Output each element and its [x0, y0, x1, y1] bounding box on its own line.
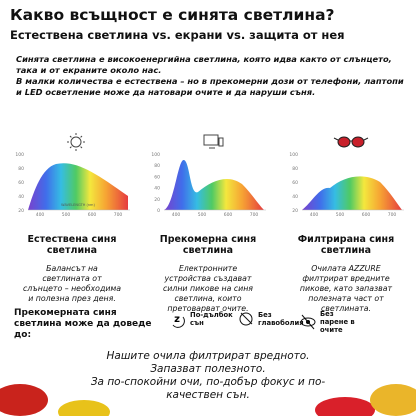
effect: Без главоболия: [238, 310, 318, 328]
y-tick-label: 40: [292, 194, 298, 200]
intro: Синята светлина е високоенергийна светли…: [16, 54, 408, 98]
effect-icon: [239, 312, 253, 326]
spectrum-chart: 100 80 60 40 20 400 500 600 700: [289, 136, 404, 216]
effect: z По-дълбок сън: [170, 310, 250, 328]
y-tick-label: 100: [151, 152, 160, 158]
icon: [203, 134, 219, 146]
subtitle: Естествена светлина vs. екрани vs. защит…: [10, 28, 345, 42]
x-axis-label: WAVELENGTH (nm): [61, 203, 95, 207]
panel: 100 80 60 40 20 400 500 600 700 Филтрирана синя с…: [280, 132, 412, 314]
spectrum-curve: [164, 159, 264, 210]
panel-text: Балансът на светлината от слънцето – нео…: [22, 264, 122, 303]
plot: 100 80 60 40 20 0 400 500 600 700: [151, 152, 266, 216]
effect: Без парене в очите: [300, 310, 380, 334]
x-tick-label: 700: [114, 212, 123, 216]
y-tick-label: 20: [18, 208, 24, 214]
panel-text: Електронните устройства създават силни п…: [163, 264, 253, 313]
y-tick-label: 20: [292, 208, 298, 214]
y-tick-label: 0: [157, 208, 160, 214]
svg-text:z: z: [174, 314, 180, 325]
panel-title: Филтрирана синя светлина: [297, 234, 395, 256]
plot: 100 80 60 40 20 400 500 600 700 WAVELENGTH (nm): [15, 152, 130, 216]
y-tick-label: 60: [18, 180, 24, 186]
closing-line: За по-спокойни очи, по-добър фокус и по-…: [90, 376, 326, 401]
intro-line: В малки количества е естествена – но в п…: [16, 76, 404, 97]
panel-title: Прекомерна синя светлина: [159, 234, 257, 256]
y-tick-label: 20: [154, 197, 160, 203]
panel-title: Естествена синя светлина: [27, 234, 117, 256]
icon: [67, 133, 85, 151]
icon: [337, 136, 351, 148]
y-tick-label: 80: [292, 166, 298, 172]
y-tick-label: 60: [154, 174, 160, 180]
lenses: [0, 384, 416, 416]
panel: 100 80 60 40 20 400 500 600 700 WAVELENGTH (nm) Ес…: [6, 132, 138, 304]
y-tick-label: 80: [18, 166, 24, 172]
y-tick-label: 40: [154, 186, 160, 192]
panel-text: Очилата AZZURE филтрират вредните пикове…: [299, 264, 393, 313]
x-tick-label: 500: [198, 212, 207, 216]
title: Какво всъщност е синята светлина?: [10, 6, 335, 24]
spectrum-chart: 100 80 60 40 20 400 500 600 700 WAVELENGTH (nm): [15, 133, 130, 216]
y-tick-label: 40: [18, 194, 24, 200]
spectrum-curve: [28, 163, 128, 210]
x-tick-label: 700: [388, 212, 397, 216]
x-tick-label: 400: [310, 212, 319, 216]
y-tick-label: 80: [154, 163, 160, 169]
icon: [351, 136, 365, 148]
closing-line: Нашите очила филтрират вредното. Запазва…: [106, 350, 310, 375]
y-tick-label: 100: [289, 152, 298, 158]
plot: 100 80 60 40 20 400 500 600 700: [289, 152, 404, 216]
y-tick-label: 60: [292, 180, 298, 186]
x-tick-label: 600: [362, 212, 371, 216]
x-tick-label: 600: [88, 212, 97, 216]
panel: 100 80 60 40 20 0 400 500 600 700 Прекомерна синя …: [142, 132, 274, 314]
effect-icon: z: [172, 314, 185, 328]
icon: [70, 136, 82, 148]
effect-label: Без главоболия: [258, 311, 304, 327]
effects-heading: Прекомерната синя светлина може да довед…: [14, 308, 152, 340]
icon: [218, 137, 224, 147]
x-tick-label: 600: [224, 212, 233, 216]
effect-label: Без парене в очите: [320, 310, 355, 334]
spectrum-curve: [302, 176, 402, 210]
effect-icon: [300, 314, 316, 330]
spectrum-chart: 100 80 60 40 20 0 400 500 600 700: [151, 134, 266, 216]
x-tick-label: 500: [62, 212, 71, 216]
intro-line: Синята светлина е високоенергийна светли…: [16, 54, 392, 75]
x-tick-label: 400: [172, 212, 181, 216]
x-tick-label: 500: [336, 212, 345, 216]
x-tick-label: 700: [250, 212, 259, 216]
closing: Нашите очила филтрират вредното. Запазва…: [90, 350, 326, 402]
x-tick-label: 400: [36, 212, 45, 216]
y-tick-label: 100: [15, 152, 24, 158]
effect-label: По-дълбок сън: [190, 311, 233, 327]
icon: [333, 137, 369, 142]
